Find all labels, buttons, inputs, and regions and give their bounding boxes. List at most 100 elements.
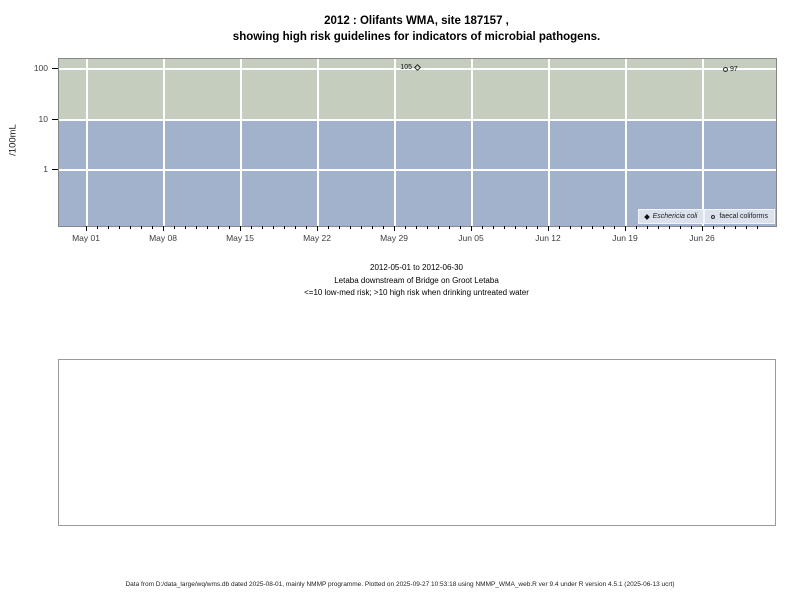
x-minor-tick	[416, 226, 417, 229]
x-tick-label: May 01	[72, 233, 100, 243]
x-minor-tick	[273, 226, 274, 229]
x-minor-tick	[284, 226, 285, 229]
x-minor-tick	[350, 226, 351, 229]
y-tick-mark	[52, 169, 58, 170]
x-minor-tick	[592, 226, 593, 229]
x-minor-tick	[581, 226, 582, 229]
x-minor-tick	[680, 226, 681, 229]
x-minor-tick	[735, 226, 736, 229]
legend-marker-icon	[643, 213, 650, 220]
x-major-tick	[471, 226, 472, 231]
vertical-gridline	[240, 59, 242, 226]
x-tick-label: May 15	[226, 233, 254, 243]
x-minor-tick	[207, 226, 208, 229]
horizontal-gridline	[59, 68, 776, 70]
vertical-gridline	[163, 59, 165, 226]
data-point-marker-icon	[722, 67, 728, 73]
x-minor-tick	[526, 226, 527, 229]
x-minor-tick	[724, 226, 725, 229]
chart-caption: 2012-05-01 to 2012-06-30 Letaba downstre…	[58, 262, 775, 300]
x-minor-tick	[383, 226, 384, 229]
legend-label: Eschericia coli	[652, 213, 698, 220]
low-med-risk-band	[59, 119, 776, 226]
y-tick-label: 100	[33, 63, 48, 73]
x-minor-tick	[196, 226, 197, 229]
plot-area: 105 97 Eschericia coli faecal coliforms	[58, 58, 777, 227]
x-minor-tick	[262, 226, 263, 229]
x-minor-tick	[218, 226, 219, 229]
x-minor-tick	[460, 226, 461, 229]
x-minor-tick	[691, 226, 692, 229]
x-minor-tick	[97, 226, 98, 229]
x-tick-label: Jun 26	[689, 233, 715, 243]
legend: Eschericia coli faecal coliforms	[637, 209, 775, 224]
x-major-tick	[394, 226, 395, 231]
x-minor-tick	[614, 226, 615, 229]
vertical-gridline	[548, 59, 550, 226]
x-minor-tick	[174, 226, 175, 229]
x-tick-label: May 29	[380, 233, 408, 243]
footer-text: Data from D:/data_large/wq/wms.db dated …	[125, 581, 675, 588]
x-minor-tick	[438, 226, 439, 229]
x-tick-label: May 22	[303, 233, 331, 243]
data-point-label: 105	[400, 63, 412, 71]
x-minor-tick	[251, 226, 252, 229]
x-minor-tick	[757, 226, 758, 229]
y-axis-title: /100mL	[7, 124, 19, 156]
x-major-tick	[548, 226, 549, 231]
caption-date-range: 2012-05-01 to 2012-06-30	[370, 263, 463, 272]
chart-title-line1: 2012 : Olifants WMA, site 187157 ,	[324, 15, 509, 27]
chart-title: 2012 : Olifants WMA, site 187157 , showi…	[58, 13, 775, 45]
x-tick-label: Jun 05	[458, 233, 484, 243]
x-major-tick	[240, 226, 241, 231]
x-axis: May 01 May 08 May 15 May 22 May 29 Jun 05 Jun …	[58, 226, 775, 248]
x-minor-tick	[295, 226, 296, 229]
x-minor-tick	[119, 226, 120, 229]
x-minor-tick	[449, 226, 450, 229]
x-minor-tick	[713, 226, 714, 229]
x-minor-tick	[537, 226, 538, 229]
legend-label: faecal coliforms	[719, 213, 768, 220]
vertical-gridline	[625, 59, 627, 226]
x-minor-tick	[130, 226, 131, 229]
x-minor-tick	[328, 226, 329, 229]
x-major-tick	[86, 226, 87, 231]
x-major-tick	[163, 226, 164, 231]
x-minor-tick	[229, 226, 230, 229]
x-minor-tick	[339, 226, 340, 229]
chart-title-line2: showing high risk guidelines for indicat…	[232, 31, 601, 43]
vertical-gridline	[86, 59, 88, 226]
vertical-gridline	[702, 59, 704, 226]
y-tick-label: 1	[43, 164, 48, 174]
x-minor-tick	[658, 226, 659, 229]
x-minor-tick	[603, 226, 604, 229]
x-minor-tick	[636, 226, 637, 229]
x-minor-tick	[746, 226, 747, 229]
x-minor-tick	[427, 226, 428, 229]
vertical-gridline	[471, 59, 473, 226]
x-minor-tick	[669, 226, 670, 229]
x-minor-tick	[108, 226, 109, 229]
x-minor-tick	[306, 226, 307, 229]
x-minor-tick	[152, 226, 153, 229]
caption-site-description: Letaba downstream of Bridge on Groot Let…	[334, 275, 499, 285]
vertical-gridline	[317, 59, 319, 226]
legend-entry: Eschericia coli	[637, 209, 705, 224]
legend-entry: faecal coliforms	[704, 209, 775, 224]
empty-panel	[58, 359, 776, 526]
horizontal-gridline	[59, 169, 776, 171]
y-tick-label: 10	[38, 113, 48, 124]
x-minor-tick	[361, 226, 362, 229]
x-minor-tick	[647, 226, 648, 229]
horizontal-gridline	[59, 118, 776, 121]
x-major-tick	[625, 226, 626, 231]
x-minor-tick	[372, 226, 373, 229]
y-tick-mark	[52, 68, 58, 69]
vertical-gridline	[394, 59, 396, 226]
x-minor-tick	[141, 226, 142, 229]
x-major-tick	[317, 226, 318, 231]
x-tick-label: Jun 12	[535, 233, 561, 243]
x-minor-tick	[559, 226, 560, 229]
x-minor-tick	[493, 226, 494, 229]
